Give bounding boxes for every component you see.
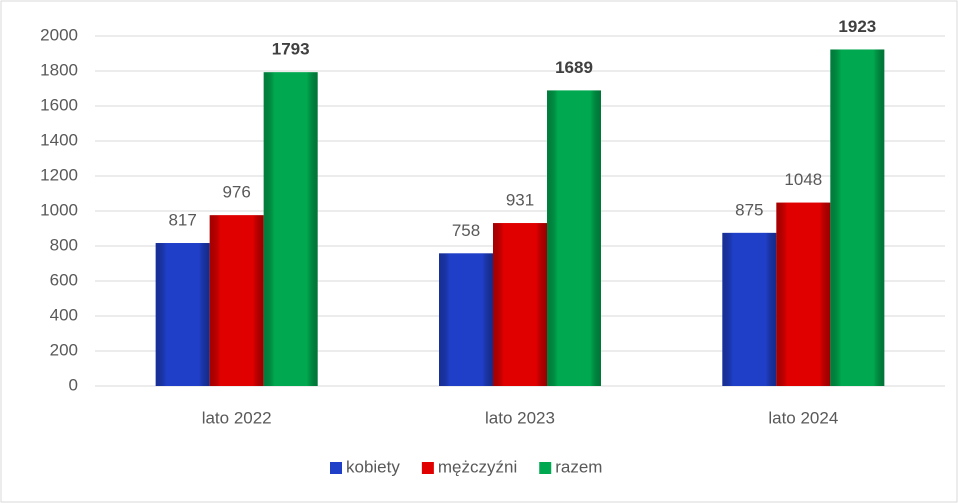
bar-shade	[209, 215, 264, 386]
y-tick-label: 1800	[40, 60, 78, 79]
data-label: 817	[168, 211, 196, 230]
legend-swatch	[421, 462, 434, 474]
legend-label: kobiety	[346, 457, 400, 476]
legend-label: mężczyźni	[438, 457, 517, 476]
bar-shade	[547, 90, 601, 387]
x-tick-label: lato 2023	[485, 408, 555, 427]
bar-shade	[493, 223, 547, 386]
bar-shade	[830, 49, 885, 386]
y-tick-label: 1600	[40, 95, 78, 114]
data-label: 976	[222, 183, 250, 202]
data-label: 931	[506, 191, 534, 210]
y-tick-label: 600	[50, 270, 78, 289]
bar-shade	[155, 243, 210, 386]
data-label: 1048	[784, 170, 822, 189]
legend-swatch	[330, 462, 342, 474]
data-label: 1689	[555, 58, 593, 77]
data-label: 875	[735, 200, 763, 219]
x-tick-label: lato 2024	[768, 408, 838, 427]
data-label: 1923	[838, 17, 876, 36]
bar-shade	[439, 253, 493, 386]
x-tick-label: lato 2022	[202, 408, 272, 427]
y-tick-label: 1000	[40, 200, 78, 219]
bar-shade	[722, 232, 777, 386]
y-tick-label: 1200	[40, 165, 78, 184]
y-tick-label: 1400	[40, 130, 78, 149]
y-tick-label: 200	[50, 340, 78, 359]
legend-swatch	[539, 462, 552, 474]
bar-shade	[776, 202, 831, 386]
data-label: 1793	[272, 40, 310, 59]
y-tick-label: 800	[50, 235, 78, 254]
bar-shade	[263, 72, 318, 386]
y-tick-label: 0	[69, 375, 78, 394]
legend-label: razem	[555, 457, 602, 476]
y-tick-label: 2000	[40, 25, 78, 44]
y-tick-label: 400	[50, 305, 78, 324]
data-label: 758	[452, 221, 480, 240]
